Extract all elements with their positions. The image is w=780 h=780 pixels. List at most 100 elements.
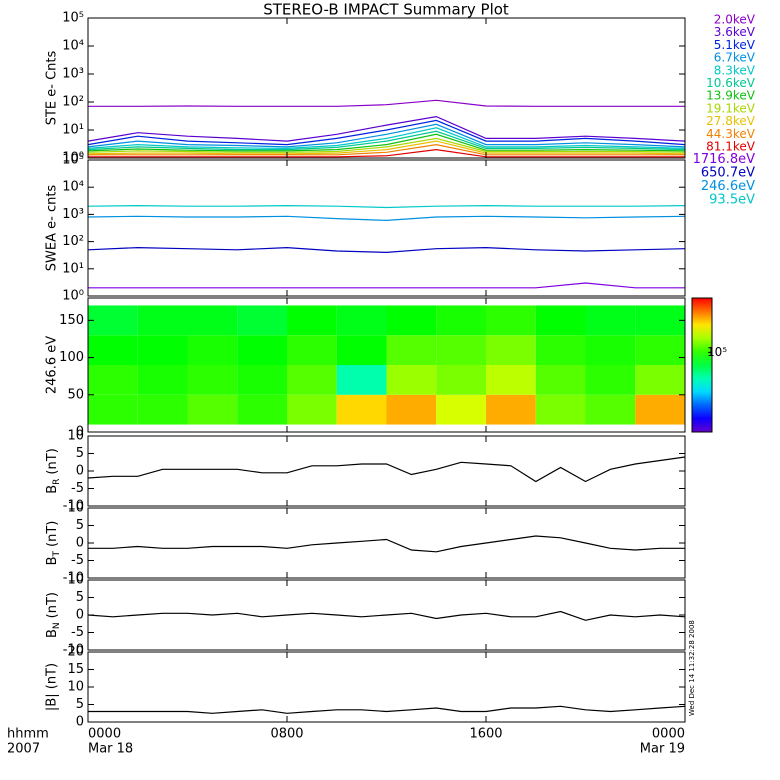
series-line <box>87 133 686 152</box>
x-axis-label: hhmm <box>7 727 49 742</box>
y-axis-label: 246.6 eV <box>45 336 60 394</box>
heatmap-cell <box>237 335 287 365</box>
y-axis-label-sub: T <box>52 550 62 557</box>
y-tick-label: 150 <box>59 313 84 328</box>
y-axis-label-unit: (nT) <box>45 448 60 474</box>
series-line <box>87 204 686 209</box>
heatmap-cell <box>137 394 188 425</box>
heatmap-cell <box>585 305 636 336</box>
date-label: Mar 18 <box>88 742 133 757</box>
series-line <box>87 119 686 146</box>
legend-entry: 13.9keV <box>706 89 756 103</box>
legend-entry: 27.8keV <box>706 114 756 128</box>
y-tick-label: 100 <box>59 350 84 365</box>
heatmap-cell <box>585 335 636 365</box>
heatmap-cell <box>386 335 437 365</box>
y-tick-label: 50 <box>67 387 84 402</box>
legend-entry: 93.5eV <box>709 193 755 208</box>
panel-frame <box>87 507 686 579</box>
heatmap-cell <box>137 335 188 365</box>
y-axis-label-unit: (nT) <box>45 592 60 618</box>
y-tick-label: 5 <box>76 590 84 605</box>
x-tick-label: 0000 <box>652 727 685 742</box>
heatmap-cell <box>535 305 586 336</box>
heatmap-cell <box>88 394 138 425</box>
y-tick-label: 5 <box>76 697 84 712</box>
y-tick-label: 5 <box>76 446 84 461</box>
y-tick-label: -10 <box>63 499 84 514</box>
heatmap-cell <box>287 365 337 395</box>
heatmap-cell <box>535 335 586 365</box>
heatmap-cell <box>336 335 387 365</box>
heatmap-cell <box>88 365 138 395</box>
heatmap-cell <box>486 305 536 336</box>
series-line <box>87 127 686 150</box>
y-tick-label: -10 <box>63 571 84 586</box>
heatmap-cell <box>187 305 238 336</box>
heatmap-cell <box>386 394 437 425</box>
heatmap-cell <box>486 335 536 365</box>
y-tick-label: 10³ <box>62 67 84 82</box>
heatmap-cell <box>137 305 188 336</box>
y-axis-label: |B| (nT) <box>45 663 60 711</box>
heatmap-cell <box>585 394 636 425</box>
legend-entry: 10.6keV <box>706 76 756 90</box>
y-tick-label: 10 <box>67 680 84 695</box>
heatmap-cell <box>635 335 685 365</box>
y-tick-label: 10⁵ <box>62 11 84 26</box>
y-tick-label: 10⁴ <box>62 39 84 54</box>
y-tick-label: 0 <box>76 536 84 551</box>
heatmap-cell <box>635 394 685 425</box>
y-tick-label: 10¹ <box>62 261 84 276</box>
y-tick-label: -5 <box>71 481 84 496</box>
heatmap-cell <box>237 305 287 336</box>
y-tick-label: 10³ <box>62 207 84 222</box>
legend-entry: 44.3keV <box>706 127 756 141</box>
y-tick-label: 20 <box>67 645 84 660</box>
heatmap-cell <box>436 394 486 425</box>
legend-entry: 81.1keV <box>706 140 756 154</box>
x-tick-label: 0000 <box>88 727 121 742</box>
y-tick-label: 5 <box>76 518 84 533</box>
y-axis-label-sub: R <box>52 479 62 485</box>
heatmap-cell <box>336 394 387 425</box>
y-tick-label: 10¹ <box>62 123 84 138</box>
date-label: Mar 19 <box>640 742 685 757</box>
heatmap-cell <box>137 365 188 395</box>
y-axis-label-main: B <box>45 556 60 565</box>
y-tick-label: 0 <box>76 715 84 730</box>
heatmap-cell <box>486 394 536 425</box>
legend-entry: 650.7eV <box>701 166 755 181</box>
plot-title: STEREO-B IMPACT Summary Plot <box>263 1 509 19</box>
series-line <box>87 115 686 142</box>
series-line <box>88 535 685 553</box>
y-tick-label: 10⁰ <box>62 151 84 166</box>
heatmap-cell <box>535 365 586 395</box>
series-line <box>87 130 686 151</box>
series-line <box>87 246 686 254</box>
heatmap-cell <box>486 365 536 395</box>
y-tick-label: 10⁵ <box>62 153 84 168</box>
y-axis-label: STE e- Cnts <box>45 50 60 125</box>
legend-entry: 2.0keV <box>714 13 756 27</box>
heatmap-cell <box>436 305 486 336</box>
heatmap-cell <box>336 305 387 336</box>
series-line <box>87 140 686 155</box>
heatmap-cell <box>187 335 238 365</box>
heatmap-cell <box>436 365 486 395</box>
series-line <box>87 610 686 621</box>
timestamp: Wed Dec 14 11:32:28 2008 <box>688 620 696 716</box>
x-tick-label: 1600 <box>469 727 502 742</box>
heatmap-cell <box>187 365 238 395</box>
series-line <box>88 148 685 158</box>
panel-frame <box>87 159 686 297</box>
panel-frame <box>87 297 686 433</box>
series-line <box>88 143 685 156</box>
panel-frame <box>87 435 686 507</box>
series-line <box>88 705 686 714</box>
heatmap-cell <box>585 365 636 395</box>
y-tick-label: 15 <box>67 662 84 677</box>
series-line <box>87 123 686 148</box>
y-axis-label: BN (nT) <box>45 592 62 638</box>
heatmap-cell <box>237 365 287 395</box>
